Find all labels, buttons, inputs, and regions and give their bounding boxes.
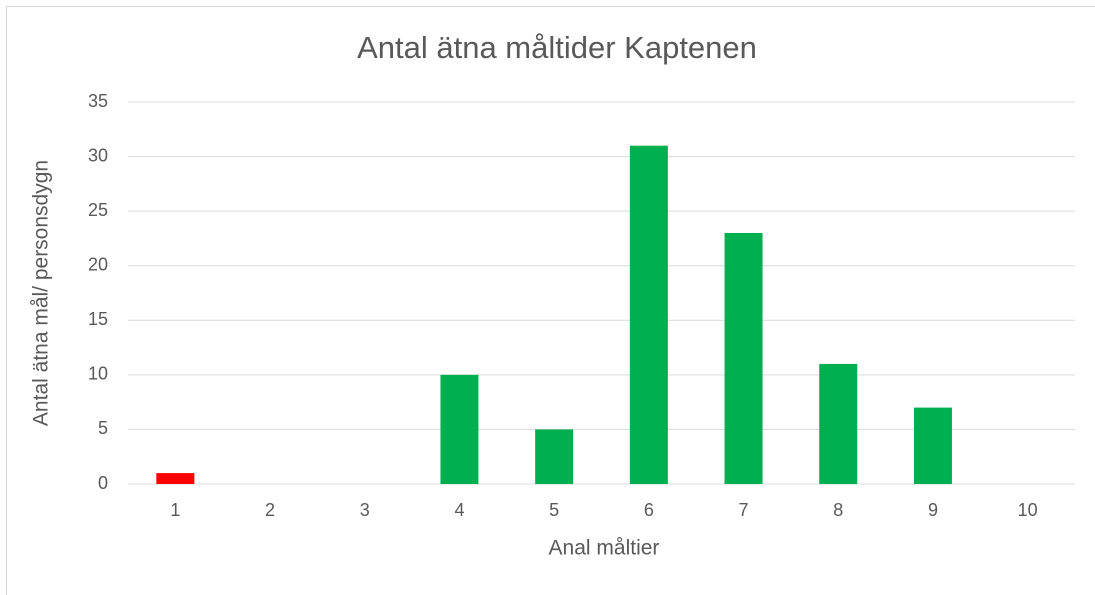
x-tick-label: 3 xyxy=(360,500,370,520)
bar xyxy=(629,145,668,484)
y-tick-label: 35 xyxy=(88,91,108,111)
x-tick-label: 4 xyxy=(454,500,464,520)
x-tick-label: 1 xyxy=(170,500,180,520)
chart-title: Antal ätna måltider Kaptenen xyxy=(357,30,757,65)
chart-border xyxy=(6,6,1095,595)
bar xyxy=(724,232,763,484)
y-tick-label: 10 xyxy=(88,364,108,384)
y-axis-label: Antal ätna mål/ personsdygn xyxy=(30,160,53,426)
x-axis-label: Anal måltier xyxy=(549,537,660,560)
y-tick-label: 15 xyxy=(88,309,108,329)
x-tick-label: 9 xyxy=(928,500,938,520)
y-tick-label: 25 xyxy=(88,200,108,220)
bar xyxy=(440,374,479,484)
y-tick-label: 5 xyxy=(98,418,108,438)
y-tick-label: 20 xyxy=(88,254,108,274)
x-tick-label: 6 xyxy=(644,500,654,520)
x-tick-label: 10 xyxy=(1018,500,1038,520)
x-tick-label: 8 xyxy=(833,500,843,520)
bar xyxy=(913,407,952,484)
bar xyxy=(535,429,574,484)
x-tick-label: 2 xyxy=(265,500,275,520)
x-tick-label: 5 xyxy=(549,500,559,520)
bar xyxy=(156,473,195,484)
bar xyxy=(819,363,858,484)
y-tick-label: 0 xyxy=(98,473,108,493)
x-tick-label: 7 xyxy=(739,500,749,520)
y-tick-label: 30 xyxy=(88,145,108,165)
